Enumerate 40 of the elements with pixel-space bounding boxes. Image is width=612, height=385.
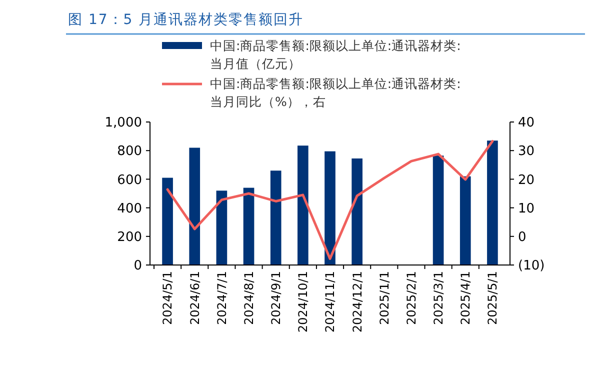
x-tick-label: 2024/11/1 bbox=[323, 271, 338, 333]
x-tick-label: 2025/1/1 bbox=[377, 271, 392, 325]
x-tick-label: 2025/2/1 bbox=[404, 271, 418, 325]
y2-tick-label: 30 bbox=[518, 144, 535, 160]
bar bbox=[298, 146, 308, 265]
y-tick-label: 0 bbox=[134, 258, 142, 274]
bar bbox=[460, 176, 471, 265]
y2-tick-label: 0 bbox=[518, 230, 526, 245]
line-series bbox=[166, 140, 494, 260]
bar bbox=[432, 156, 444, 265]
x-tick-label: 2024/8/1 bbox=[242, 271, 256, 325]
bar bbox=[352, 158, 362, 265]
y-tick-label: 800 bbox=[117, 144, 142, 160]
x-tick-label: 2025/4/1 bbox=[458, 271, 473, 325]
x-tick-label: 2024/12/1 bbox=[350, 271, 364, 333]
x-tick-label: 2024/7/1 bbox=[214, 271, 229, 325]
x-tick-label: 2025/3/1 bbox=[432, 271, 446, 325]
chart-title: 图 17：5 月通讯器材类零售额回升 bbox=[68, 12, 304, 28]
y-tick-label: 400 bbox=[117, 201, 142, 216]
legend-label: 中国:商品零售额:限额以上单位:通讯器材类:当月同比（%），右 bbox=[210, 76, 461, 109]
bar bbox=[216, 190, 228, 265]
y-tick-label: 1,000 bbox=[104, 116, 142, 131]
bar bbox=[324, 151, 336, 265]
y2-tick-label: 10 bbox=[518, 201, 535, 216]
y2-tick-label: 20 bbox=[518, 172, 535, 188]
y-tick-label: 600 bbox=[117, 172, 142, 188]
legend-label: 中国:商品零售额:限额以上单位:通讯器材类:当月值（亿元） bbox=[210, 38, 461, 71]
y2-tick-label: 40 bbox=[518, 116, 535, 131]
y-tick-label: 200 bbox=[117, 230, 142, 245]
bar bbox=[487, 140, 498, 265]
bar bbox=[189, 148, 200, 265]
x-tick-label: 2024/6/1 bbox=[188, 271, 202, 325]
x-tick-label: 2024/10/1 bbox=[296, 271, 310, 333]
x-tick-label: 2024/9/1 bbox=[269, 271, 284, 325]
x-tick-label: 2025/5/1 bbox=[486, 271, 500, 325]
y2-tick-label: (10) bbox=[518, 258, 545, 274]
bar bbox=[270, 170, 282, 265]
x-tick-label: 2024/5/1 bbox=[160, 271, 175, 325]
bar bbox=[243, 188, 254, 265]
bar bbox=[162, 178, 173, 265]
